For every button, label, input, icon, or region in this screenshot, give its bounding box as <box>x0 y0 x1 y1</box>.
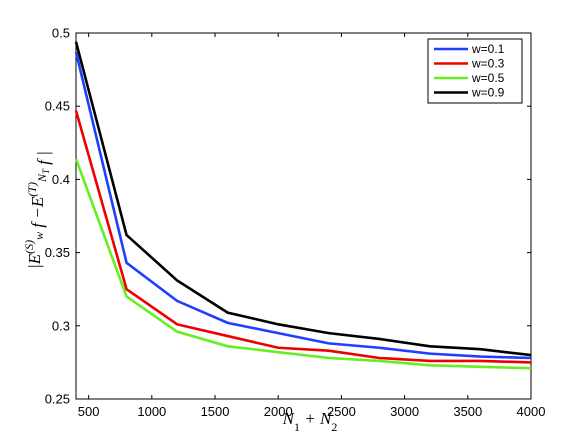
x-tick-label: 500 <box>78 404 100 419</box>
y-axis-label: |E(S)w f −E(T)NT f | <box>22 151 53 269</box>
x-tick-label: 2000 <box>264 404 293 419</box>
y-tick-label: 0.5 <box>52 26 70 41</box>
x-tick-label: 2500 <box>327 404 356 419</box>
legend-label: w=0.1 <box>471 42 505 56</box>
y-tick-label: 0.35 <box>45 245 70 260</box>
x-axis-label: N1 + N2 <box>282 409 338 434</box>
series-line-w-0-9 <box>74 41 532 357</box>
y-tick-label: 0.25 <box>45 392 70 407</box>
legend-label: w=0.9 <box>471 86 505 100</box>
x-tick-label: 1500 <box>201 404 230 419</box>
y-tick-label: 0.45 <box>45 99 70 114</box>
series-line-w-0-5 <box>74 158 532 370</box>
axis-labels: N1 + N2 |E(S)w f −E(T)NT f | <box>22 151 337 434</box>
x-tick-label: 1000 <box>137 404 166 419</box>
x-tick-label: 3000 <box>390 404 419 419</box>
x-tick-label: 4000 <box>517 404 546 419</box>
series-line-w-0-1 <box>74 51 532 360</box>
plot-area <box>74 41 532 370</box>
series-line-w-0-3 <box>74 110 532 364</box>
y-tick-label: 0.3 <box>52 318 70 333</box>
legend: w=0.1w=0.3w=0.5w=0.9 <box>427 38 523 104</box>
x-tick-label: 3500 <box>453 404 482 419</box>
y-tick-label: 0.4 <box>52 172 70 187</box>
legend-label: w=0.5 <box>471 71 505 85</box>
legend-label: w=0.3 <box>471 57 505 71</box>
